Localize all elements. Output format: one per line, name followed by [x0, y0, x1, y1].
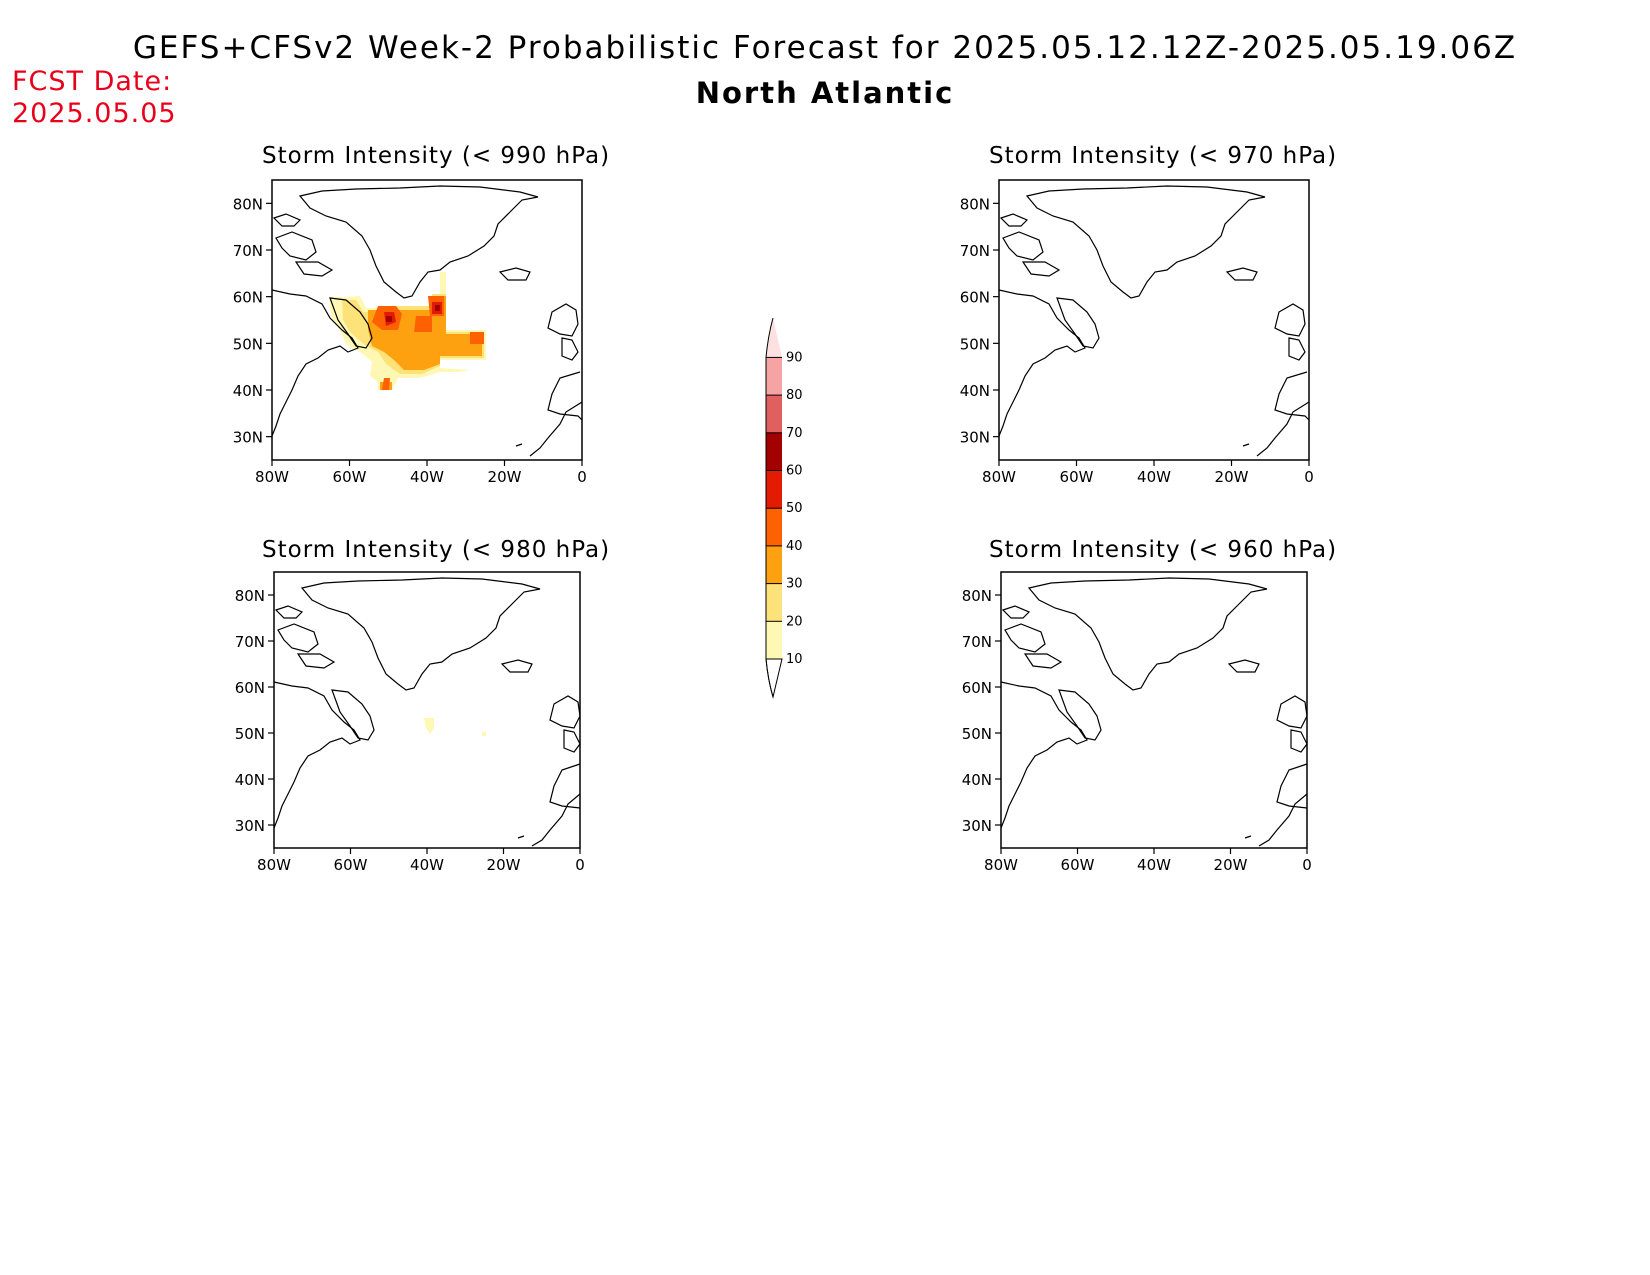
- axes-layer: 30N 40N 50N 60N 70N 80N 80W 60W 40W 20W 0 30N 40N 50N…: [233, 195, 1314, 874]
- panel-title-990: Storm Intensity (< 990 hPa): [262, 143, 611, 169]
- colorbar-top-cap: [766, 318, 782, 358]
- lon-tick-label: 60W: [1060, 468, 1094, 486]
- lon-tick-label: 20W: [487, 856, 521, 874]
- lat-tick-label: 30N: [233, 429, 263, 447]
- lat-tick-label: 40N: [235, 771, 265, 789]
- lon-tick-label: 0: [577, 468, 587, 486]
- lat-tick-label: 80N: [960, 195, 990, 213]
- lon-tick-label: 40W: [410, 468, 444, 486]
- lat-tick-label: 30N: [960, 429, 990, 447]
- colorbar-swatch: [766, 621, 782, 659]
- lat-tick-label: 60N: [235, 679, 265, 697]
- lon-tick-label: 80W: [255, 468, 289, 486]
- colorbar-label: 40: [786, 539, 803, 554]
- colorbar-label: 10: [786, 652, 803, 667]
- lat-tick-label: 40N: [960, 382, 990, 400]
- lon-tick-label: 40W: [1137, 856, 1171, 874]
- lat-tick-label: 40N: [962, 771, 992, 789]
- lat-tick-label: 70N: [233, 242, 263, 260]
- lat-tick-label: 30N: [235, 817, 265, 835]
- probability-field-980: [424, 718, 486, 736]
- panel-title-960: Storm Intensity (< 960 hPa): [989, 537, 1338, 563]
- lon-tick-label: 80W: [984, 856, 1018, 874]
- colorbar-label: 50: [786, 501, 803, 516]
- lat-tick-label: 70N: [235, 633, 265, 651]
- lon-tick-label: 80W: [982, 468, 1016, 486]
- region-subtitle: North Atlantic: [695, 76, 955, 110]
- colorbar-swatch: [766, 470, 782, 509]
- probability-field-990: [329, 272, 486, 390]
- lon-tick-label: 60W: [1061, 856, 1095, 874]
- map-frame-970: [998, 179, 1310, 461]
- colorbar-swatch: [766, 357, 782, 396]
- colorbar-swatch: [766, 583, 782, 622]
- colorbar-label: 60: [786, 464, 803, 479]
- lat-tick-label: 60N: [960, 289, 990, 307]
- lat-tick-label: 60N: [962, 679, 992, 697]
- coastline-970: [998, 185, 1310, 457]
- coastline-990: [272, 185, 582, 457]
- lat-tick-label: 30N: [962, 817, 992, 835]
- lat-tick-label: 80N: [233, 195, 263, 213]
- lat-tick-label: 50N: [233, 335, 263, 353]
- coastline-980: [273, 577, 581, 847]
- colorbar-label: 90: [786, 350, 803, 365]
- lon-tick-label: 20W: [488, 468, 522, 486]
- lon-tick-label: 0: [575, 856, 585, 874]
- lon-tick-label: 60W: [334, 856, 368, 874]
- forecast-date-value: 2025.05.05: [12, 98, 177, 129]
- colorbar-label: 70: [786, 426, 803, 441]
- colorbar: 10 20 30 40 50 60 70 80 90: [765, 317, 803, 699]
- axes-970: 30N 40N 50N 60N 70N 80N 80W 60W 40W 20W 0: [960, 195, 1314, 486]
- lon-tick-label: 20W: [1215, 468, 1249, 486]
- lon-tick-label: 40W: [410, 856, 444, 874]
- map-frame-980: [273, 571, 581, 849]
- lat-tick-label: 60N: [233, 289, 263, 307]
- colorbar-label: 30: [786, 577, 803, 592]
- lon-tick-label: 20W: [1214, 856, 1248, 874]
- map-frame-960: [1000, 571, 1308, 849]
- lat-tick-label: 80N: [962, 587, 992, 605]
- lon-tick-label: 40W: [1137, 468, 1171, 486]
- lat-tick-label: 80N: [235, 587, 265, 605]
- coastline-960: [1000, 577, 1308, 847]
- lat-tick-label: 70N: [960, 242, 990, 260]
- lat-tick-label: 50N: [960, 335, 990, 353]
- lon-tick-label: 80W: [257, 856, 291, 874]
- colorbar-swatch: [766, 432, 782, 471]
- colorbar-label: 80: [786, 388, 803, 403]
- axes-980: 30N 40N 50N 60N 70N 80N 80W 60W 40W 20W 0: [235, 587, 585, 874]
- lat-tick-label: 40N: [233, 382, 263, 400]
- page-title: GEFS+CFSv2 Week-2 Probabilistic Forecast…: [132, 30, 1518, 66]
- forecast-date-block: FCST Date: 2025.05.05: [12, 66, 177, 130]
- forecast-date-label: FCST Date:: [12, 66, 173, 97]
- panel-title-970: Storm Intensity (< 970 hPa): [989, 143, 1338, 169]
- lon-tick-label: 0: [1304, 468, 1314, 486]
- colorbar-swatch: [766, 395, 782, 433]
- colorbar-swatch: [766, 545, 782, 584]
- lat-tick-label: 70N: [962, 633, 992, 651]
- lon-tick-label: 60W: [333, 468, 367, 486]
- lat-tick-label: 50N: [962, 725, 992, 743]
- colorbar-label: 20: [786, 614, 803, 629]
- panel-title-980: Storm Intensity (< 980 hPa): [262, 537, 611, 563]
- lat-tick-label: 50N: [235, 725, 265, 743]
- colorbar-swatch: [766, 508, 782, 546]
- axes-960: 30N 40N 50N 60N 70N 80N 80W 60W 40W 20W 0: [962, 587, 1312, 874]
- lon-tick-label: 0: [1302, 856, 1312, 874]
- axes-990: 30N 40N 50N 60N 70N 80N 80W 60W 40W 20W 0: [233, 195, 587, 486]
